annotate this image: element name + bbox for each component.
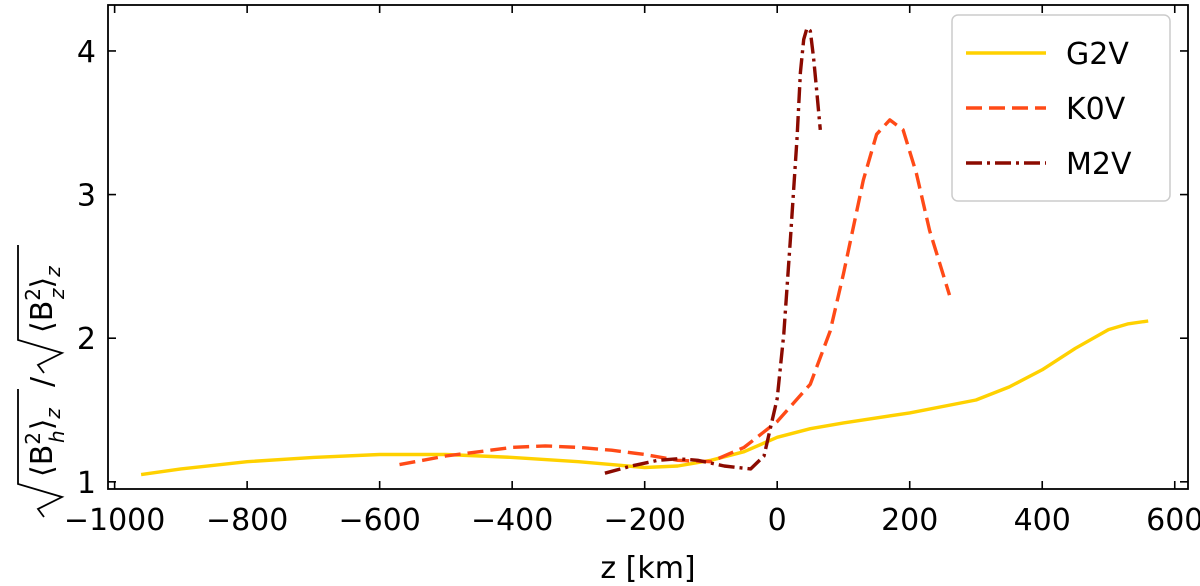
y-label-den-base: ⟨B [25, 301, 60, 333]
y-label-num-outer-sub: z [41, 408, 65, 420]
y-label-num-sup: 2 [21, 432, 45, 445]
series-line-k0v [399, 118, 952, 467]
x-axis-label: z [km] [600, 551, 695, 586]
x-tick-label: 0 [768, 503, 787, 538]
series-line-m2v [604, 26, 822, 475]
x-tick-label: 600 [1146, 503, 1200, 538]
y-label-slash: / [25, 376, 60, 387]
y-label-den-radical [17, 245, 65, 374]
legend-label-k0v: K0V [1066, 92, 1126, 127]
legend-label-m2v: M2V [1066, 147, 1132, 182]
y-label-den-sub: z [45, 288, 69, 300]
x-tick-label: 400 [1014, 503, 1071, 538]
y-label-den-outer-sub: z [41, 266, 65, 278]
y-label-num-sub: h [45, 430, 69, 443]
y-label-den-sup: 2 [21, 288, 45, 301]
legend-box [951, 14, 1171, 202]
x-tick-label: −1000 [64, 503, 165, 538]
y-tick-label: 4 [77, 35, 96, 70]
legend: G2V K0V M2V [951, 14, 1171, 202]
y-label-denominator: ⟨B2z⟩z [21, 266, 69, 333]
plot-frame [107, 4, 1189, 490]
y-label-num-radical [17, 389, 65, 518]
x-tick-label: 200 [881, 503, 938, 538]
x-tick-label: −600 [338, 503, 420, 538]
y-label-den-close: ⟩ [25, 277, 60, 289]
y-tick-label: 3 [77, 179, 96, 214]
x-tick-label: −400 [471, 503, 553, 538]
y-label-num-close: ⟩ [25, 419, 60, 431]
series-layer [140, 26, 1149, 477]
x-tick-label: −200 [603, 503, 685, 538]
legend-label-g2v: G2V [1066, 37, 1129, 72]
ticks-layer: −1000 −800 −600 −400 −200 0 200 400 600 1 2 3 4 [64, 5, 1200, 538]
y-label-numerator: ⟨B2h⟩z [21, 408, 69, 477]
y-label-num-base: ⟨B [25, 445, 60, 477]
y-axis-label: ⟨B2h⟩z / ⟨B2z⟩z [17, 245, 69, 518]
series-line-g2v [140, 319, 1149, 477]
y-tick-label: 1 [77, 466, 96, 501]
x-tick-label: −800 [206, 503, 288, 538]
y-tick-label: 2 [77, 322, 96, 357]
